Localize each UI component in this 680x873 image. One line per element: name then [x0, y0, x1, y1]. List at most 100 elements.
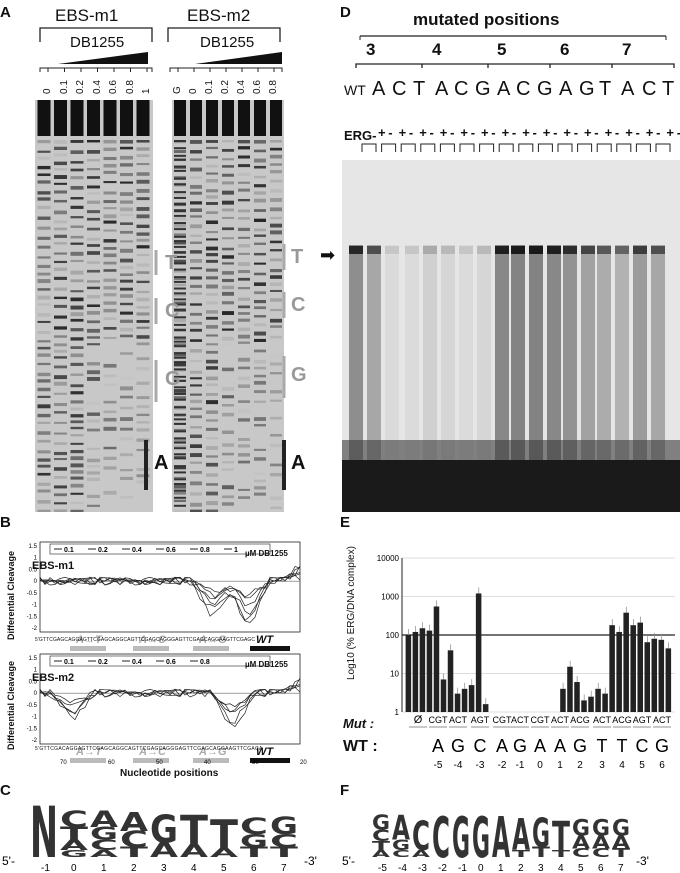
logo-position: 0 — [478, 863, 484, 873]
b-xtick: 30 — [252, 760, 259, 766]
b-ytick: -0.5 — [27, 703, 38, 709]
e-mut-label: ACT — [449, 715, 468, 725]
gel-headers — [39, 27, 283, 72]
logo-position: 0 — [71, 863, 77, 873]
b-site-label: A→T — [75, 634, 103, 646]
mutated-position-group: 6 — [560, 40, 570, 59]
logo-position: 2 — [518, 863, 524, 873]
b-ytick: 1.5 — [29, 656, 38, 662]
erg-presence-marker: + — [584, 125, 592, 140]
mutated-position-group: 5 — [497, 40, 507, 59]
e-ytick: 10 — [390, 670, 399, 679]
sequence-letter: T — [662, 78, 675, 100]
panel-label-c: C — [0, 782, 11, 799]
erg-presence-marker: + — [501, 125, 510, 140]
b-ytick: 1.5 — [29, 544, 38, 550]
logo-position: 1 — [101, 863, 107, 873]
logo-letter: C — [120, 828, 148, 853]
erg-presence-marker: + — [378, 125, 386, 140]
e-bar — [419, 628, 426, 712]
b-legend-entry: 0.6 — [166, 547, 176, 554]
b-xtick: 50 — [156, 760, 163, 766]
b-site-box — [193, 646, 229, 651]
b-xlabel: Nucleotide positions — [120, 768, 219, 779]
e-position: 2 — [577, 760, 583, 771]
logo-letter: G — [150, 808, 178, 852]
e-position: -1 — [516, 760, 525, 771]
gel1-region-a: A — [154, 452, 169, 474]
e-bar — [651, 638, 658, 712]
e-position: -3 — [476, 760, 485, 771]
logo-letter: T — [270, 845, 299, 861]
b-site-label: A→C — [138, 746, 167, 758]
b-top-unit: µM DB1255 — [245, 549, 288, 558]
sequence-letter: T — [599, 78, 612, 100]
e-mut-label: ACT — [511, 715, 530, 725]
erg-presence-marker: - — [429, 125, 434, 140]
sequence-letter: G — [537, 78, 553, 100]
logo-letter: C — [60, 808, 88, 833]
panel-label-b: B — [0, 514, 11, 531]
b-legend-entry: 1 — [234, 547, 238, 554]
e-wt-base: T — [617, 736, 628, 756]
e-position: 4 — [619, 760, 625, 771]
logo-position: 3 — [161, 863, 167, 873]
e-position: 5 — [639, 760, 645, 771]
b-legend-entry: 0.4 — [132, 659, 142, 666]
e-ytick: 1 — [395, 708, 400, 717]
sequence-letter: T — [413, 78, 426, 100]
logo-letter: T — [372, 839, 392, 853]
gel2-image — [172, 100, 284, 512]
logo-position: -5 — [378, 863, 387, 873]
e-bar — [433, 606, 440, 712]
b-site-box — [250, 758, 290, 763]
b-site-box — [133, 646, 169, 651]
e-wt-base: A — [496, 736, 508, 756]
b-site-box — [250, 646, 290, 651]
erg-presence-marker: + — [604, 125, 613, 140]
panel-label-f: F — [340, 782, 350, 799]
logo-letter: C — [572, 846, 590, 860]
gel-region-brackets — [144, 244, 286, 490]
logo-position: 3 — [538, 863, 544, 873]
e-mut-label: AGT — [633, 715, 652, 725]
sequence-letter: C — [392, 78, 407, 100]
b-ytick: -1.5 — [27, 614, 38, 620]
b-legend-entry: 0.1 — [64, 659, 74, 666]
sequence-letter: C — [454, 78, 469, 100]
logo-letter: T — [240, 845, 269, 861]
logo-letter: C — [412, 814, 430, 860]
panel-b-ylabel-bottom: Differential Cleavage — [6, 660, 16, 750]
erg-presence-marker: + — [666, 125, 674, 140]
e-bar — [602, 693, 608, 712]
gel1-region-c: C — [165, 300, 180, 322]
logo-letter: A — [612, 832, 630, 853]
b-cleavage-line — [39, 565, 301, 621]
sequence-letter: WT — [344, 82, 366, 98]
b-legend-entry: 0.4 — [132, 547, 142, 554]
e-bar — [644, 642, 651, 712]
b-bottom-title: EBS-m2 — [32, 672, 75, 684]
b-top-seq: 5'GTTCGAGCAGGAGTTCGAGCAGGCAGTTCGAGCAGGGA… — [35, 637, 256, 643]
b-cleavage-line — [39, 566, 301, 623]
gel2-region-t: T — [291, 246, 304, 268]
b-bottom-seq: 5'GTTCGACAGGAGTTCGAGCAGGCAGTTCGAGCAGGGAG… — [35, 746, 263, 752]
logo-letter: A — [592, 832, 610, 853]
e-bar — [581, 700, 587, 712]
e-wt-base: G — [573, 736, 587, 756]
e-bar — [630, 625, 636, 712]
logo-letter: N — [30, 792, 58, 873]
e-bar — [454, 693, 461, 712]
logo-letter: T — [60, 824, 90, 845]
differential-cleavage-plots: 1.5 1 0.5 0 -0.5 -1 -1.5 -2 0.1 0.2 0.4 0.6 0.8 1 A→T A… — [27, 541, 307, 766]
e-bar — [440, 679, 447, 712]
e-bar — [637, 622, 643, 712]
logo-letter: A — [492, 806, 510, 871]
logo-letter: C — [270, 831, 298, 852]
erg-label: ERG- — [344, 128, 377, 143]
b-top-title: EBS-m1 — [32, 560, 75, 572]
b-cleavage-line — [39, 679, 301, 724]
logo-position: 2 — [131, 863, 137, 873]
